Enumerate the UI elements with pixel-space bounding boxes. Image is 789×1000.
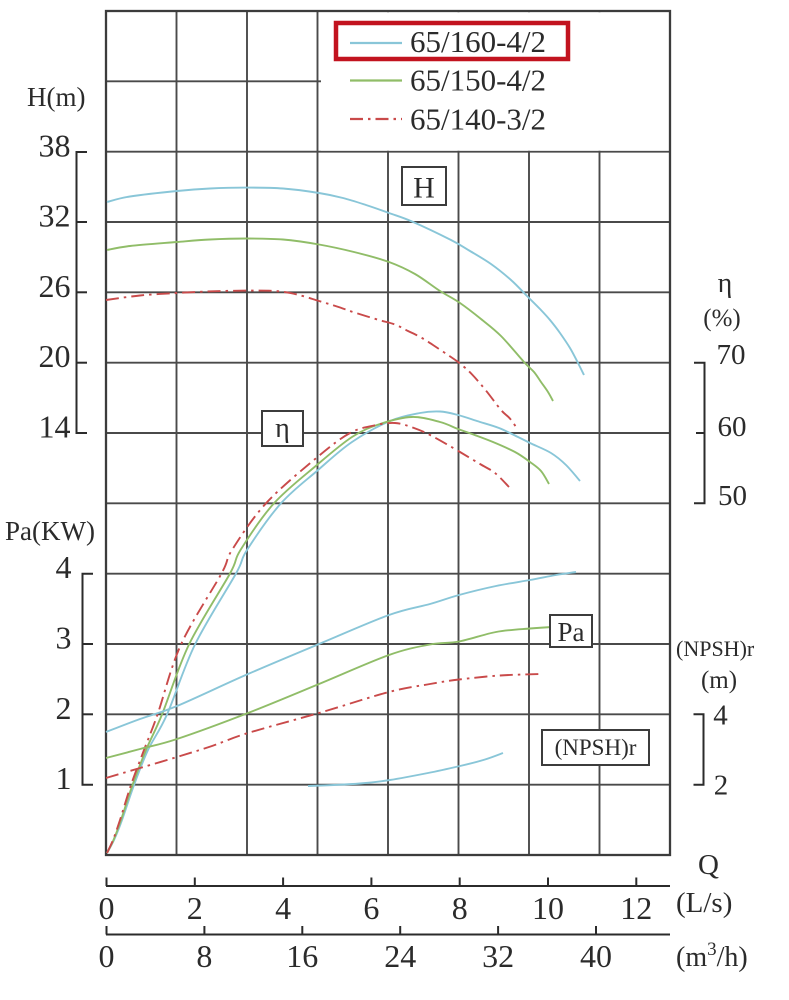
- svg-text:32: 32: [482, 938, 514, 974]
- svg-text:(L/s): (L/s): [676, 887, 732, 919]
- svg-text:0: 0: [99, 890, 115, 926]
- svg-text:Pa: Pa: [558, 617, 585, 647]
- svg-text:4: 4: [713, 700, 728, 732]
- svg-text:(%): (%): [703, 305, 740, 332]
- svg-text:20: 20: [39, 338, 71, 374]
- svg-text:70: 70: [717, 339, 746, 371]
- svg-text:8: 8: [452, 890, 468, 926]
- svg-text:1: 1: [56, 760, 72, 796]
- svg-text:3: 3: [56, 620, 72, 656]
- svg-text:26: 26: [39, 268, 71, 304]
- svg-text:8: 8: [196, 938, 212, 974]
- svg-text:H: H: [413, 172, 435, 205]
- svg-text:Q: Q: [698, 849, 719, 881]
- svg-text:2: 2: [714, 770, 729, 802]
- svg-text:2: 2: [56, 690, 72, 726]
- svg-text:0: 0: [99, 938, 115, 974]
- svg-text:12: 12: [620, 890, 652, 926]
- svg-text:32: 32: [39, 198, 71, 234]
- svg-text:50: 50: [718, 480, 747, 512]
- svg-text:H(m): H(m): [27, 82, 85, 112]
- svg-text:Pa(KW): Pa(KW): [5, 516, 95, 546]
- svg-text:η: η: [718, 268, 733, 299]
- svg-text:2: 2: [187, 890, 203, 926]
- svg-text:16: 16: [286, 938, 318, 974]
- svg-text:η: η: [275, 413, 290, 444]
- svg-text:14: 14: [39, 409, 71, 445]
- svg-text:(NPSH)r: (NPSH)r: [555, 735, 637, 760]
- svg-text:65/160-4/2: 65/160-4/2: [410, 24, 546, 59]
- svg-text:(m): (m): [701, 667, 737, 694]
- svg-text:4: 4: [56, 549, 72, 585]
- svg-text:4: 4: [275, 890, 291, 926]
- svg-text:10: 10: [532, 890, 564, 926]
- svg-text:65/150-4/2: 65/150-4/2: [410, 63, 546, 98]
- svg-text:40: 40: [580, 938, 612, 974]
- svg-text:24: 24: [384, 938, 416, 974]
- svg-text:6: 6: [363, 890, 379, 926]
- svg-text:60: 60: [718, 411, 747, 443]
- svg-text:65/140-3/2: 65/140-3/2: [410, 102, 546, 137]
- svg-text:38: 38: [39, 128, 71, 164]
- svg-text:(NPSH)r: (NPSH)r: [676, 636, 755, 661]
- svg-text:(m3/h): (m3/h): [676, 939, 748, 973]
